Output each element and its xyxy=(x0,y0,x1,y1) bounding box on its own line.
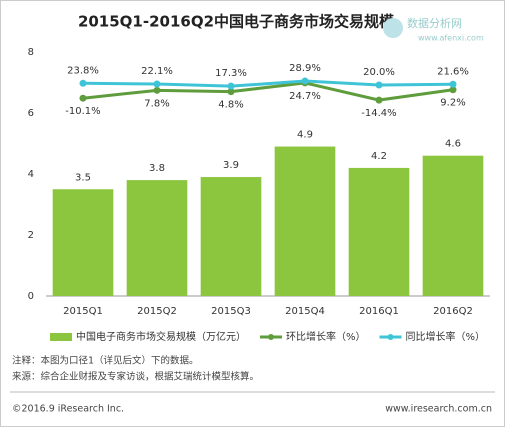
legend-swatch xyxy=(387,334,394,340)
bar-label: 3.9 xyxy=(223,160,239,171)
x-tick-label: 2015Q4 xyxy=(285,306,325,317)
note: 注释：本图为口径1（详见后文）下的数据。 xyxy=(12,355,199,367)
line-point xyxy=(375,96,383,104)
line-label: 7.8% xyxy=(144,98,169,109)
bar xyxy=(200,177,262,296)
chart-title: 2015Q1-2016Q2中国电子商务市场交易规模 xyxy=(78,13,395,31)
x-tick-label: 2016Q2 xyxy=(433,306,473,317)
x-tick-label: 2016Q1 xyxy=(359,306,399,317)
line-point xyxy=(301,77,309,85)
legend-swatch xyxy=(268,334,274,340)
line-point xyxy=(153,80,161,88)
line-label: 20.0% xyxy=(363,67,395,78)
line-point xyxy=(79,94,87,102)
legend-label: 环比增长率（%） xyxy=(286,330,366,343)
line-point xyxy=(153,86,161,94)
line-label: 28.9% xyxy=(289,63,321,74)
line-label: 23.8% xyxy=(67,65,99,76)
line-label: 22.1% xyxy=(141,66,173,77)
bar xyxy=(422,155,484,296)
y-tick-label: 4 xyxy=(28,169,34,180)
line xyxy=(82,81,454,102)
watermark: www.afenxi.com xyxy=(418,34,484,43)
bar xyxy=(126,180,188,296)
y-tick-label: 0 xyxy=(28,291,34,302)
bar-label: 4.2 xyxy=(371,151,387,162)
legend-label: 中国电子商务市场交易规模（万亿元） xyxy=(76,330,246,343)
line-point xyxy=(227,88,235,96)
legend-label: 同比增长率（%） xyxy=(406,330,486,343)
x-tick-label: 2015Q2 xyxy=(137,306,177,317)
y-tick-label: 8 xyxy=(28,47,34,58)
bar-label: 4.6 xyxy=(445,139,461,150)
line-label: -10.1% xyxy=(65,106,100,117)
legend-swatch xyxy=(50,333,72,341)
note: 来源：综合企业财报及专家访谈，根据艾瑞统计模型核算。 xyxy=(12,371,259,383)
watermark-icon xyxy=(383,18,403,38)
line-point xyxy=(449,80,457,88)
bar xyxy=(52,189,114,296)
line-label: 4.8% xyxy=(218,100,243,111)
x-tick-label: 2015Q1 xyxy=(63,306,103,317)
bar-label: 3.8 xyxy=(149,163,165,174)
bar-label: 4.9 xyxy=(297,130,313,141)
website: www.iresearch.com.cn xyxy=(385,404,492,415)
copyright: ©2016.9 iResearch Inc. xyxy=(12,404,124,415)
line-point xyxy=(227,82,235,90)
line-label: 9.2% xyxy=(440,98,465,109)
line xyxy=(82,79,454,88)
line-point xyxy=(79,79,87,87)
line-point xyxy=(375,81,383,89)
line-label: -14.4% xyxy=(361,108,396,119)
bar xyxy=(348,167,410,296)
y-tick-label: 6 xyxy=(28,108,34,119)
y-tick-label: 2 xyxy=(28,230,34,241)
line-label: 21.6% xyxy=(437,66,469,77)
line-point xyxy=(449,86,457,94)
watermark: 数据分析网 xyxy=(407,16,462,30)
bar xyxy=(274,146,336,296)
bar-label: 3.5 xyxy=(75,172,91,183)
x-tick-label: 2015Q3 xyxy=(211,306,251,317)
line-label: 24.7% xyxy=(289,91,321,102)
line-label: 17.3% xyxy=(215,68,247,79)
